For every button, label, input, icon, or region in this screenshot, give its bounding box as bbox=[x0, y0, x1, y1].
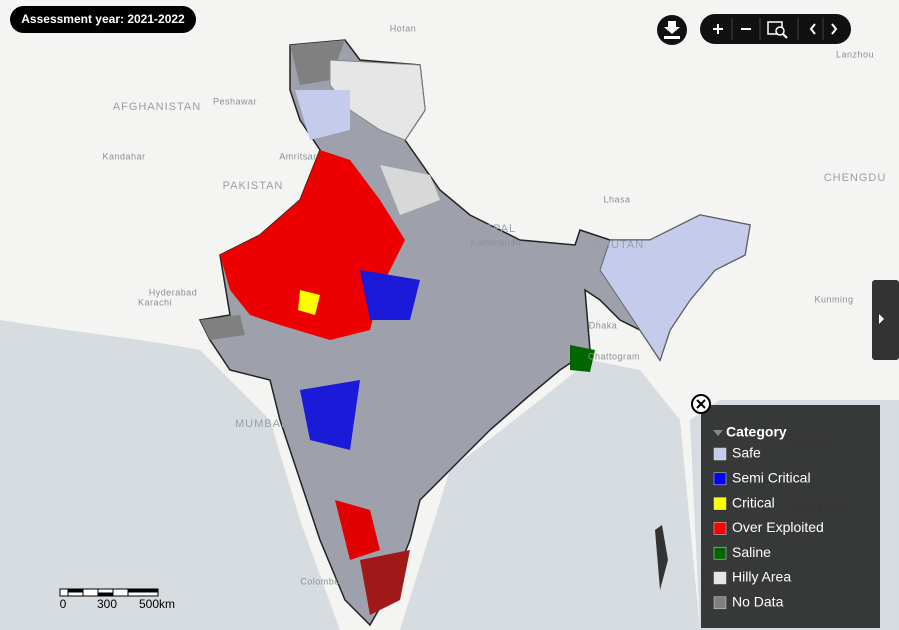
safe-region bbox=[295, 90, 350, 140]
legend-swatch bbox=[713, 522, 727, 535]
assessment-year-text: Assessment year: 2021-2022 bbox=[21, 12, 185, 26]
place-label: Dhaka bbox=[589, 320, 618, 330]
legend-swatch bbox=[713, 571, 727, 585]
legend-label: No Data bbox=[732, 594, 784, 610]
place-label: Kunming bbox=[814, 294, 853, 304]
place-label: Kathmandu bbox=[471, 237, 522, 247]
bay-of-bengal bbox=[400, 360, 700, 630]
place-label: Lhasa bbox=[603, 194, 630, 204]
toolbar bbox=[700, 14, 851, 44]
over-exploited-region bbox=[220, 150, 405, 340]
legend-label: Saline bbox=[732, 544, 771, 560]
place-label: Lanzhou bbox=[836, 49, 874, 59]
islands bbox=[655, 525, 668, 590]
over-exploited-region bbox=[335, 500, 380, 560]
hilly-region bbox=[329, 59, 426, 141]
hilly-region bbox=[380, 165, 440, 215]
legend-label: Critical bbox=[732, 494, 775, 510]
zoom-in-button[interactable] bbox=[713, 24, 723, 34]
scale-label: 500km bbox=[139, 597, 175, 611]
legend-title: Category bbox=[726, 424, 787, 440]
legend-collapse-icon[interactable] bbox=[713, 430, 723, 436]
legend-close-button[interactable] bbox=[691, 394, 711, 414]
legend-swatch bbox=[713, 497, 727, 510]
saline-region bbox=[570, 345, 595, 372]
place-label: MUMBAI bbox=[235, 418, 285, 430]
place-label: NEPAL bbox=[476, 223, 516, 235]
legend-swatch bbox=[713, 596, 727, 610]
legend-swatch bbox=[713, 447, 727, 461]
safe-region bbox=[599, 214, 751, 362]
next-button[interactable] bbox=[831, 23, 838, 35]
legend-panel bbox=[701, 405, 880, 628]
place-label: Chattogram bbox=[588, 351, 640, 361]
legend-swatch bbox=[713, 546, 727, 560]
place-label: PAKISTAN bbox=[223, 180, 284, 192]
side-panel-toggle[interactable] bbox=[872, 280, 899, 360]
legend-label: Semi Critical bbox=[732, 470, 811, 486]
place-label: Amritsar bbox=[279, 151, 317, 161]
scale-label: 300 bbox=[97, 597, 117, 611]
place-label: Karachi bbox=[138, 297, 172, 307]
place-label: AFGHANISTAN bbox=[113, 101, 201, 113]
scale-bar bbox=[59, 588, 159, 597]
place-label: Colombo bbox=[300, 576, 340, 586]
place-label: Hyderabad bbox=[149, 287, 198, 297]
arabian-sea bbox=[0, 320, 340, 630]
place-label: Kandahar bbox=[102, 151, 145, 161]
semi-critical-region bbox=[300, 380, 360, 450]
scale-label: 0 bbox=[60, 597, 67, 611]
zoom-extent-button[interactable] bbox=[767, 21, 788, 39]
toolbar-divider bbox=[731, 18, 824, 40]
legend-label: Hilly Area bbox=[732, 569, 791, 585]
place-label: BHUTAN bbox=[594, 239, 644, 251]
no-data-region bbox=[200, 315, 245, 340]
download-button[interactable] bbox=[657, 15, 687, 45]
previous-button[interactable] bbox=[809, 23, 816, 35]
semi-critical-region bbox=[360, 270, 420, 320]
place-label: CHENGDU bbox=[824, 172, 887, 184]
place-label: Peshawar bbox=[213, 96, 257, 106]
assessment-year-badge bbox=[10, 6, 196, 33]
place-label: Hotan bbox=[390, 23, 417, 33]
legend-swatch bbox=[713, 472, 727, 486]
legend-label: Safe bbox=[732, 445, 761, 461]
critical-region bbox=[298, 290, 320, 315]
legend-label: Over Exploited bbox=[732, 519, 824, 535]
over-exploited-region bbox=[360, 550, 410, 615]
